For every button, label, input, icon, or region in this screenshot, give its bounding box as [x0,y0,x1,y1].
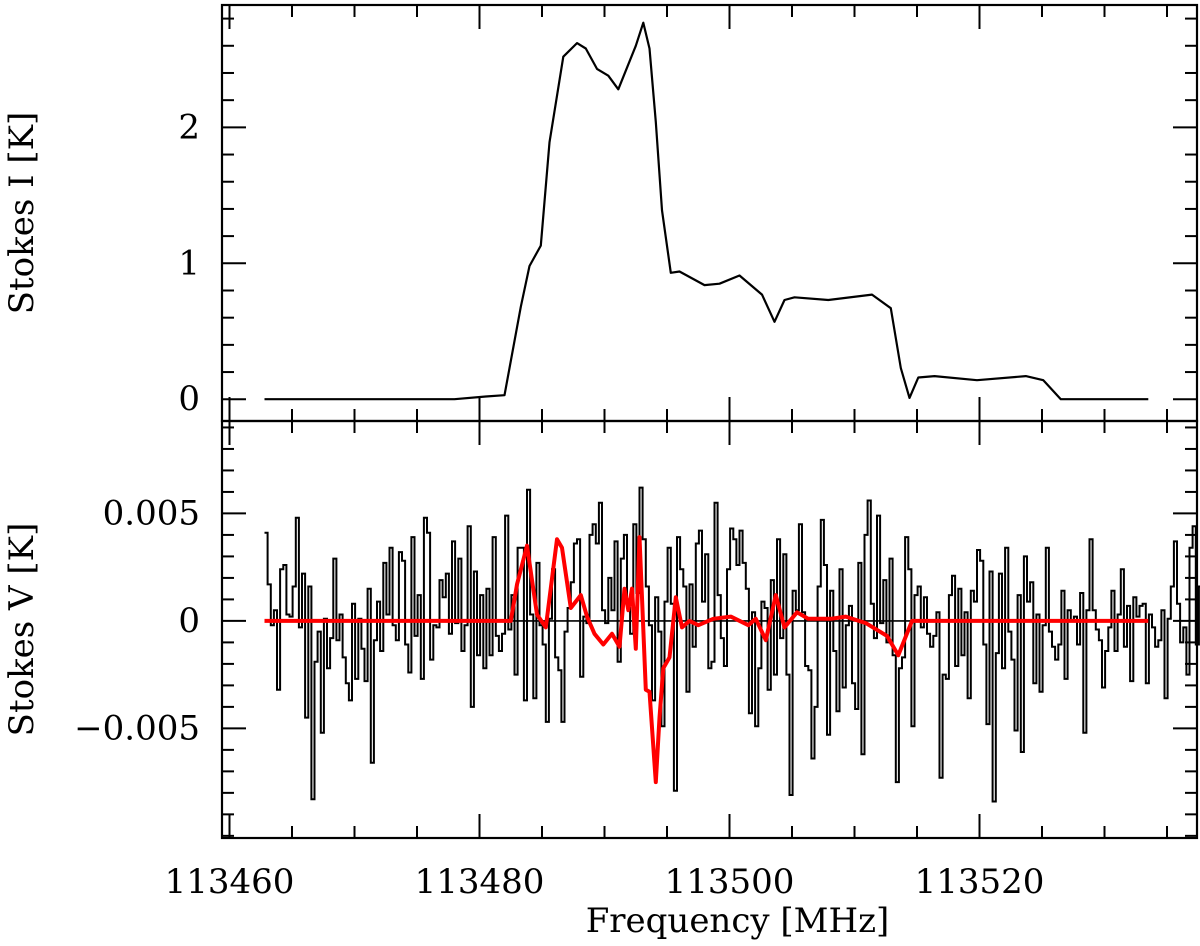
x-tick-label: 113480 [415,862,545,902]
x-tick-label: 113500 [665,862,795,902]
stokes-v-panel: −0.005 0 0.005 113460 113480 113500 113520 St… [2,419,1200,941]
stokes-i-ylabel: Stokes I [K] [2,112,42,315]
stokes-v-ytick-label: 0 [178,601,200,641]
stokes-v-ylabel: Stokes V [K] [2,523,42,737]
stokes-i-line [264,21,1149,401]
stokes-v-observed-step-line [264,486,1200,803]
stokes-i-ytick-label: 2 [178,107,200,147]
stokes-i-panel: 0 1 2 Stokes I [K] [2,3,1199,423]
stokes-i-frame [220,3,1199,423]
x-tick-label: 113460 [165,862,295,902]
stokes-v-model-line [264,535,1149,785]
stokes-v-xtick-labels: 113460 113480 113500 113520 [165,862,1045,902]
stokes-v-ytick-labels: −0.005 0 0.005 [74,493,200,748]
stokes-v-ytick-label: −0.005 [74,708,200,748]
stokes-i-ytick-label: 1 [178,243,200,283]
stokes-i-ytick-label: 0 [178,379,200,419]
stokes-i-ticks [222,5,1197,421]
stokes-v-ytick-label: 0.005 [103,493,200,533]
x-tick-label: 113520 [915,862,1045,902]
x-axis-label: Frequency [MHz] [586,901,890,941]
stokes-i-ytick-labels: 0 1 2 [178,107,200,419]
stokes-v-frame [220,419,1199,840]
